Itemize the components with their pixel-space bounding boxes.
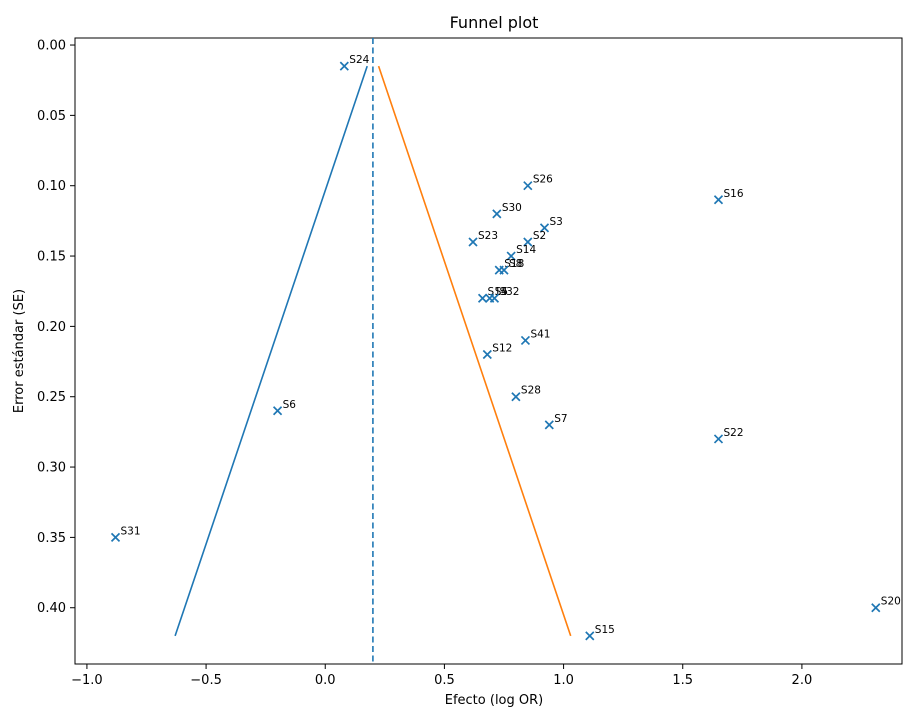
point-label: S28 xyxy=(521,385,541,397)
point-marker xyxy=(477,293,488,303)
point-marker xyxy=(539,223,550,233)
funnel-line-2 xyxy=(377,65,572,637)
x-tick-label: −0.5 xyxy=(190,673,222,688)
data-point: S41 xyxy=(520,328,550,346)
x-tick-label: 2.0 xyxy=(792,673,813,688)
plot-frame xyxy=(74,37,903,665)
point-label: S20 xyxy=(881,596,901,608)
point-label: S24 xyxy=(349,54,369,66)
point-marker xyxy=(489,293,500,303)
point-marker xyxy=(871,603,881,613)
point-marker xyxy=(544,420,554,430)
y-tick-label: 0.25 xyxy=(37,390,66,405)
point-marker xyxy=(523,237,533,247)
y-tick-label: 0.20 xyxy=(37,320,66,335)
point-label: S32 xyxy=(499,286,519,298)
x-axis-title: Efecto (log OR) xyxy=(445,693,543,708)
x-tick-label: 0.0 xyxy=(315,673,336,688)
point-marker xyxy=(482,349,492,360)
point-marker xyxy=(713,434,724,444)
point-label: S8 xyxy=(509,258,522,270)
data-point: S31 xyxy=(110,525,141,542)
point-label: S23 xyxy=(478,230,498,242)
point-label: S14 xyxy=(516,244,536,256)
point-marker xyxy=(511,392,521,402)
data-point: S28 xyxy=(511,385,541,402)
data-point: S14 xyxy=(506,244,536,261)
chart-title: Funnel plot xyxy=(450,13,539,32)
y-tick-label: 0.15 xyxy=(37,250,66,265)
y-tick-label: 0.30 xyxy=(37,461,66,476)
point-label: S30 xyxy=(502,202,522,214)
data-point: S8 xyxy=(499,258,522,275)
data-point: S23 xyxy=(468,230,498,247)
point-marker xyxy=(499,265,509,275)
point-label: S26 xyxy=(533,174,553,186)
point-label: S15 xyxy=(595,624,615,636)
point-marker xyxy=(713,195,724,205)
data-point: S26 xyxy=(523,174,553,191)
data-point: S24 xyxy=(339,54,370,71)
point-marker xyxy=(520,335,531,346)
funnel-line-1 xyxy=(174,65,368,637)
data-point: S16 xyxy=(713,188,744,205)
point-label: S7 xyxy=(554,413,567,425)
y-axis: 0.00 0.05 0.10 0.15 0.20 0.25 0.30 0.35 0.40 xyxy=(37,39,75,616)
y-tick-label: 0.00 xyxy=(37,39,66,54)
point-marker xyxy=(492,209,502,219)
data-point: S12 xyxy=(482,343,512,360)
x-tick-label: 0.5 xyxy=(434,673,455,688)
x-axis: −1.0 −0.5 0.0 0.5 1.0 1.5 2.0 xyxy=(71,664,812,688)
data-point: S2 xyxy=(523,230,546,247)
y-axis-title: Error estándar (SE) xyxy=(12,289,27,413)
data-point: S30 xyxy=(492,202,522,219)
data-point: S32 xyxy=(489,286,519,303)
point-label: S2 xyxy=(533,230,546,242)
point-label: S31 xyxy=(121,525,141,537)
point-marker xyxy=(110,532,121,542)
point-label: S6 xyxy=(283,399,297,411)
data-point: S20 xyxy=(871,596,901,613)
point-marker xyxy=(523,181,533,191)
data-point: S3 xyxy=(539,216,563,233)
x-tick-label: 1.0 xyxy=(553,673,574,688)
point-label: S3 xyxy=(550,216,563,228)
y-tick-label: 0.40 xyxy=(37,601,66,616)
point-marker xyxy=(468,237,478,247)
point-label: S12 xyxy=(492,343,512,355)
y-tick-label: 0.10 xyxy=(37,179,66,194)
point-marker xyxy=(585,631,595,641)
x-tick-label: −1.0 xyxy=(71,673,103,688)
x-tick-label: 1.5 xyxy=(672,673,693,688)
point-label: S18 xyxy=(504,258,524,270)
data-point: S22 xyxy=(713,427,744,444)
point-marker xyxy=(506,251,516,261)
point-label: S16 xyxy=(723,188,743,200)
y-tick-label: 0.05 xyxy=(37,109,66,124)
data-point: S7 xyxy=(544,413,568,430)
data-point: S6 xyxy=(272,399,297,416)
point-marker xyxy=(272,406,283,416)
point-label: S41 xyxy=(530,328,550,340)
y-tick-label: 0.35 xyxy=(37,531,66,546)
point-marker xyxy=(339,61,349,71)
data-point: S15 xyxy=(585,624,615,641)
point-label: S22 xyxy=(723,427,743,439)
